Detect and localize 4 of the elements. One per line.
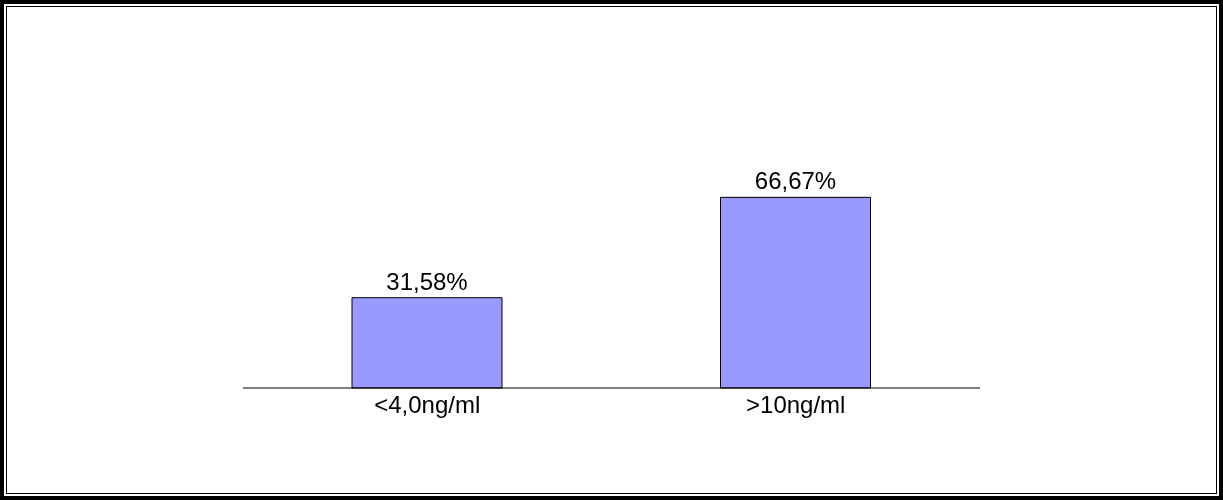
data-label: 31,58% [386, 267, 468, 295]
data-label: 66,67% [754, 167, 837, 195]
x-tick-label: <4,0ng/ml [374, 391, 481, 419]
x-tick-label: >10ng/ml [746, 391, 846, 419]
